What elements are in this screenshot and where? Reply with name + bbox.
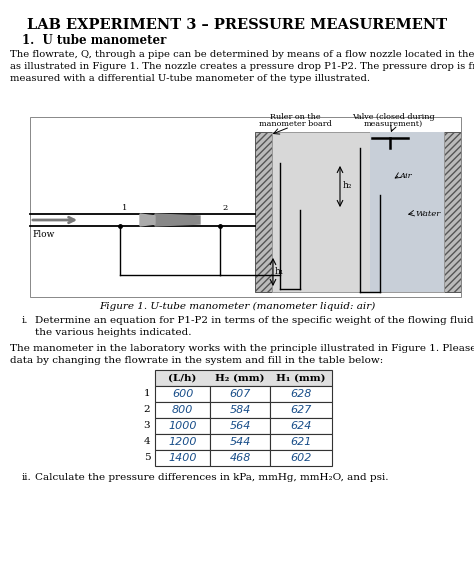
Text: ii.: ii. (22, 473, 32, 482)
Bar (270, 418, 332, 434)
Text: H₁ (mm): H₁ (mm) (276, 374, 326, 383)
Text: as illustrated in Figure 1. The nozzle creates a pressure drop P1-P2. The pressu: as illustrated in Figure 1. The nozzle c… (10, 62, 474, 71)
Text: 1400: 1400 (168, 453, 197, 463)
Text: Valve (closed during: Valve (closed during (352, 113, 434, 121)
Bar (210, 402, 270, 418)
Text: data by changing the flowrate in the system and fill in the table below:: data by changing the flowrate in the sys… (10, 356, 383, 365)
Bar (255, 132, 272, 292)
Bar (30, 117, 461, 297)
Text: 564: 564 (229, 421, 251, 431)
Bar (210, 386, 270, 402)
Bar (155, 386, 210, 402)
Text: h₂: h₂ (343, 182, 353, 190)
Bar (272, 132, 444, 292)
Text: Ruler on the: Ruler on the (270, 113, 320, 121)
Text: Air: Air (400, 172, 413, 180)
Text: 628: 628 (290, 389, 312, 399)
Text: Water: Water (415, 210, 440, 218)
Text: 621: 621 (290, 437, 312, 447)
Bar (155, 370, 332, 386)
Bar (155, 418, 210, 434)
Text: i.: i. (22, 316, 28, 325)
Text: 624: 624 (290, 421, 312, 431)
Text: H₂ (mm): H₂ (mm) (215, 374, 265, 383)
Text: 627: 627 (290, 405, 312, 415)
Polygon shape (155, 214, 200, 226)
Text: 600: 600 (172, 389, 193, 399)
Bar (270, 450, 332, 466)
Text: h₁: h₁ (275, 268, 284, 277)
Text: 4: 4 (144, 438, 150, 446)
Polygon shape (140, 214, 155, 226)
Text: 544: 544 (229, 437, 251, 447)
Text: The manometer in the laboratory works with the principle illustrated in Figure 1: The manometer in the laboratory works wi… (10, 344, 474, 353)
Text: 3: 3 (144, 422, 150, 430)
Text: 5: 5 (144, 453, 150, 462)
Text: 468: 468 (229, 453, 251, 463)
Text: 1200: 1200 (168, 437, 197, 447)
Text: the various heights indicated.: the various heights indicated. (35, 328, 191, 337)
Bar (270, 434, 332, 450)
Text: 602: 602 (290, 453, 312, 463)
Bar (155, 434, 210, 450)
Bar (370, 132, 444, 292)
Text: measured with a differential U-tube manometer of the type illustrated.: measured with a differential U-tube mano… (10, 74, 370, 83)
Text: Determine an equation for P1-P2 in terms of the specific weight of the flowing f: Determine an equation for P1-P2 in terms… (35, 316, 474, 325)
Text: measurement): measurement) (364, 120, 423, 128)
Bar (210, 418, 270, 434)
Text: The flowrate, Q, through a pipe can be determined by means of a flow nozzle loca: The flowrate, Q, through a pipe can be d… (10, 50, 474, 59)
Text: 800: 800 (172, 405, 193, 415)
Bar (270, 386, 332, 402)
Text: 1000: 1000 (168, 421, 197, 431)
Bar (444, 132, 461, 292)
Text: Figure 1. U-tube manometer (manometer liquid: air): Figure 1. U-tube manometer (manometer li… (99, 302, 375, 311)
Text: 607: 607 (229, 389, 251, 399)
Text: 2: 2 (144, 406, 150, 414)
Text: 584: 584 (229, 405, 251, 415)
Bar (210, 450, 270, 466)
Text: 1: 1 (122, 204, 128, 212)
Text: 1: 1 (144, 390, 150, 398)
Text: 1.  U tube manometer: 1. U tube manometer (22, 34, 166, 47)
Text: Calculate the pressure differences in kPa, mmHg, mmH₂O, and psi.: Calculate the pressure differences in kP… (35, 473, 389, 482)
Bar (155, 450, 210, 466)
Bar (155, 402, 210, 418)
Text: 2: 2 (222, 204, 227, 212)
Text: manometer board: manometer board (259, 120, 331, 128)
Bar (270, 402, 332, 418)
Text: LAB EXPERIMENT 3 – PRESSURE MEASUREMENT: LAB EXPERIMENT 3 – PRESSURE MEASUREMENT (27, 18, 447, 32)
Bar (210, 434, 270, 450)
Text: (L/h): (L/h) (168, 374, 197, 383)
Text: Flow: Flow (32, 230, 55, 239)
